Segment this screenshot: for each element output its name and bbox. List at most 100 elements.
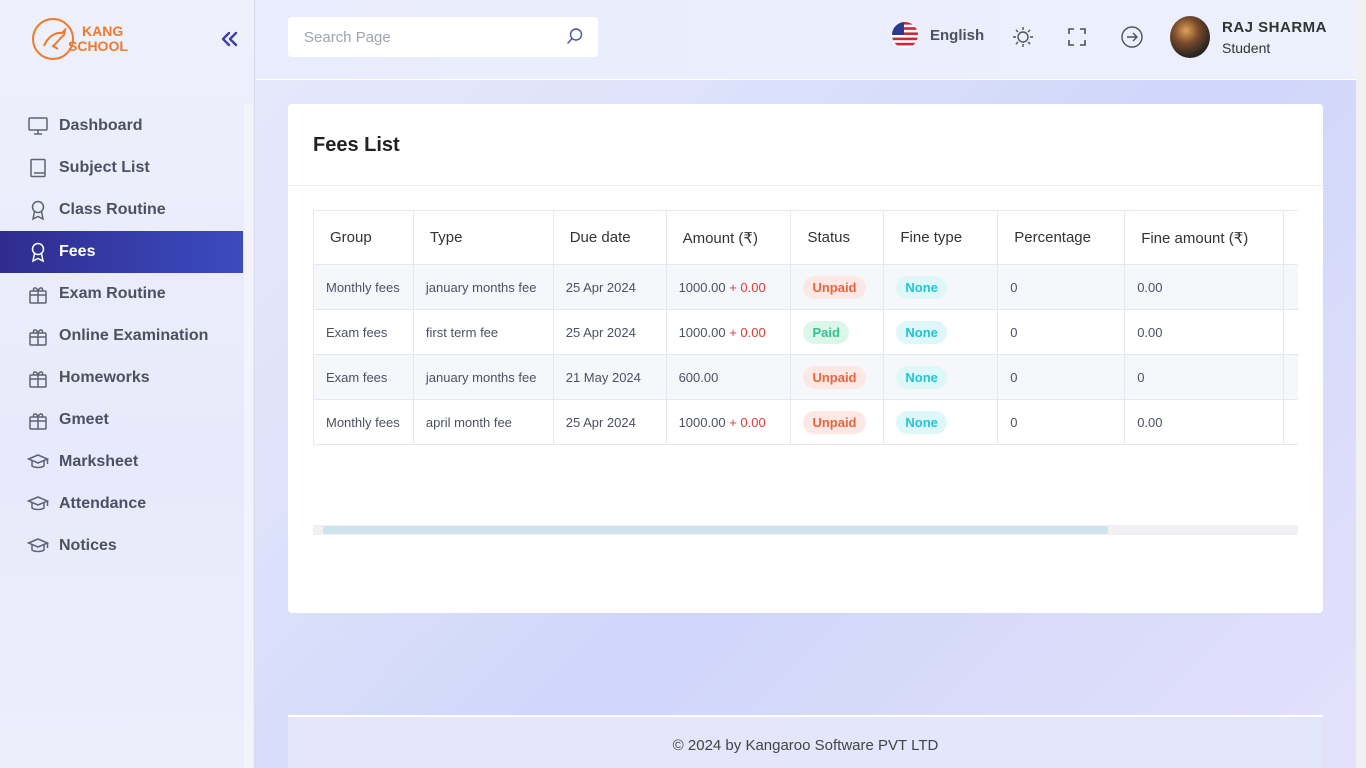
amount-value: 1000.00 <box>678 414 726 430</box>
collapse-sidebar-button[interactable] <box>219 27 241 51</box>
amount-value: 1000.00 <box>678 279 726 295</box>
cell-status: Unpaid <box>790 354 885 400</box>
page-title: Fees List <box>313 134 400 156</box>
kangaroo-mark-icon <box>43 26 67 50</box>
sidebar-item-gmeet[interactable]: Gmeet <box>0 399 243 441</box>
sidebar-item-exam-routine[interactable]: Exam Routine <box>0 273 243 315</box>
column-header[interactable]: Fine type <box>883 210 999 265</box>
sidebar-item-label: Dashboard <box>59 117 143 134</box>
sidebar-item-class-routine[interactable]: Class Routine <box>0 189 243 231</box>
fine-addition: + 0.00 <box>729 324 766 340</box>
gift-icon <box>27 325 49 347</box>
copyright-text: © 2024 by Kangaroo Software PVT LTD <box>672 737 939 754</box>
sidebar-item-label: Gmeet <box>59 411 109 428</box>
user-info: RAJ SHARMA Student <box>1222 19 1327 56</box>
footer: © 2024 by Kangaroo Software PVT LTD <box>288 715 1323 768</box>
cell-amount: 1000.00 + 0.00 <box>665 264 792 310</box>
cell-type: april month fee <box>412 399 554 445</box>
sidebar-item-marksheet[interactable]: Marksheet <box>0 441 243 483</box>
table-header-row: Group Type Due date Amount (₹) Status Fine ty… <box>313 210 1298 265</box>
fine-type-badge: None <box>896 365 947 389</box>
sidebar-item-label: Marksheet <box>59 453 139 470</box>
column-header-overflow <box>1282 210 1298 265</box>
search-input[interactable] <box>304 28 564 46</box>
column-header[interactable]: Percentage <box>997 210 1126 265</box>
user-profile[interactable]: RAJ SHARMA Student <box>1170 16 1327 58</box>
column-header[interactable]: Amount (₹) <box>665 210 792 265</box>
scrollbar-thumb[interactable] <box>323 526 1108 534</box>
double-chevron-left-icon <box>221 31 238 47</box>
gift-icon <box>27 409 49 431</box>
cell-due-date: 25 Apr 2024 <box>552 309 667 355</box>
column-header[interactable]: Group <box>313 210 414 265</box>
sidebar-item-dashboard[interactable]: Dashboard <box>0 105 243 147</box>
fine-type-badge: None <box>896 410 947 434</box>
sidebar-item-fees[interactable]: Fees <box>0 231 243 273</box>
cell-fine-amount: 0 <box>1124 354 1284 400</box>
cell-fine-amount: 0.00 <box>1124 309 1284 355</box>
logout-icon[interactable] <box>1120 25 1144 49</box>
sidebar-item-label: Exam Routine <box>59 285 166 302</box>
cell-overflow <box>1282 354 1298 400</box>
cell-fine-type: None <box>883 399 999 445</box>
table-row[interactable]: Monthly fees april month fee 25 Apr 2024 10… <box>313 399 1298 445</box>
sidebar-item-label: Notices <box>59 537 117 554</box>
cell-due-date: 25 Apr 2024 <box>552 399 667 445</box>
sidebar-item-online-examination[interactable]: Online Examination <box>0 315 243 357</box>
sidebar-item-subject-list[interactable]: Subject List <box>0 147 243 189</box>
column-header[interactable]: Type <box>412 210 554 265</box>
cell-overflow <box>1282 399 1298 445</box>
cell-status: Unpaid <box>790 264 885 310</box>
column-header[interactable]: Due date <box>552 210 667 265</box>
sidebar-item-notices[interactable]: Notices <box>0 525 243 567</box>
book-icon <box>27 157 49 179</box>
brand-line1: KANG <box>82 23 124 39</box>
cell-group: Monthly fees <box>313 264 414 310</box>
status-badge: Unpaid <box>803 410 866 434</box>
brand-logo[interactable]: KANG SCHOOL <box>32 18 128 60</box>
monitor-icon <box>27 115 49 137</box>
card-divider <box>288 185 1323 186</box>
cell-due-date: 21 May 2024 <box>552 354 667 400</box>
page-scrollbar[interactable] <box>1356 0 1366 768</box>
table-row[interactable]: Exam fees first term fee 25 Apr 2024 1000.0… <box>313 309 1298 355</box>
sidebar-item-attendance[interactable]: Attendance <box>0 483 243 525</box>
fine-addition: + 0.00 <box>729 414 766 430</box>
fees-table: Group Type Due date Amount (₹) Status Fine ty… <box>313 210 1298 445</box>
fine-type-badge: None <box>896 275 947 299</box>
us-flag-icon <box>892 22 918 48</box>
award-icon <box>27 241 49 263</box>
brand-line2: SCHOOL <box>68 38 128 54</box>
theme-toggle-sun-icon[interactable] <box>1011 25 1035 49</box>
amount-value: 1000.00 <box>678 324 726 340</box>
cell-percentage: 0 <box>997 309 1126 355</box>
user-name: RAJ SHARMA <box>1222 18 1328 36</box>
table-row[interactable]: Exam fees january months fee 21 May 2024 60… <box>313 354 1298 400</box>
cell-percentage: 0 <box>997 399 1126 445</box>
table-horizontal-scrollbar[interactable] <box>313 525 1298 535</box>
column-header[interactable]: Status <box>790 210 885 265</box>
cell-overflow <box>1282 264 1298 310</box>
status-badge: Unpaid <box>803 365 866 389</box>
kangaroo-logo-icon <box>32 18 74 60</box>
fullscreen-icon[interactable] <box>1065 25 1089 49</box>
sidebar-scrollbar[interactable] <box>244 104 253 768</box>
table-body: Monthly fees january months fee 25 Apr 202… <box>313 264 1298 445</box>
cell-due-date: 25 Apr 2024 <box>552 264 667 310</box>
sidebar: KANG SCHOOL Dashboard Subject List Class R… <box>0 0 255 768</box>
table-row[interactable]: Monthly fees january months fee 25 Apr 202… <box>313 264 1298 310</box>
amount-value: 600.00 <box>678 369 719 385</box>
cell-fine-type: None <box>883 354 999 400</box>
language-selector[interactable]: English <box>892 22 984 48</box>
cell-type: january months fee <box>412 354 554 400</box>
search-box <box>288 17 598 57</box>
cell-amount: 1000.00 + 0.00 <box>665 309 792 355</box>
sidebar-item-label: Subject List <box>59 159 150 176</box>
award-icon <box>27 199 49 221</box>
sidebar-item-homeworks[interactable]: Homeworks <box>0 357 243 399</box>
cell-fine-type: None <box>883 309 999 355</box>
sidebar-item-label: Class Routine <box>59 201 166 218</box>
cell-overflow <box>1282 309 1298 355</box>
column-header[interactable]: Fine amount (₹) <box>1124 210 1284 265</box>
search-icon[interactable] <box>566 27 584 50</box>
